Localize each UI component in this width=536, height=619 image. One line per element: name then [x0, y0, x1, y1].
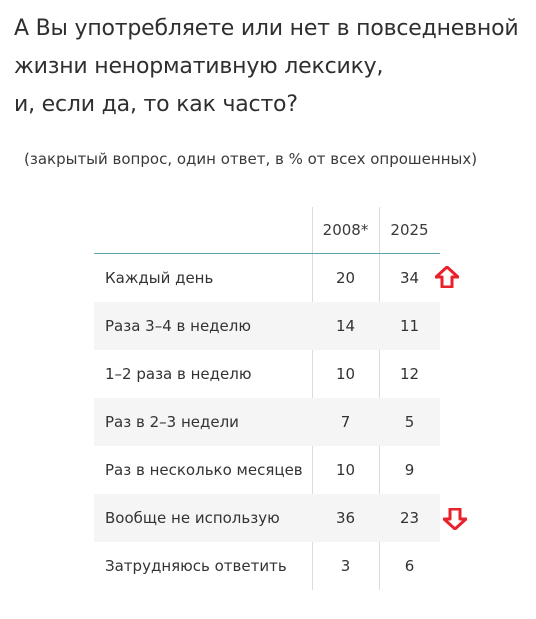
title-line-3: и, если да, то как часто? [14, 92, 298, 117]
value-2008: 3 [340, 557, 351, 575]
value-2008: 7 [340, 413, 351, 431]
row-label: 1–2 раза в неделю [105, 365, 252, 383]
table-row: Раза 3–4 в неделю 14 11 [94, 302, 440, 350]
page-title: А Вы употребляете или нет в повседневной… [14, 10, 529, 124]
row-label: Раз в несколько месяцев [105, 461, 303, 479]
value-2008: 10 [335, 365, 356, 383]
title-line-1: А Вы употребляете или нет в повседневной [14, 16, 519, 41]
arrow-up-icon [435, 266, 459, 288]
value-2025: 34 [399, 269, 420, 287]
value-2008: 36 [335, 509, 356, 527]
table-row: Раз в несколько месяцев 10 9 [94, 446, 440, 494]
value-2008: 10 [335, 461, 356, 479]
value-2025: 6 [404, 557, 415, 575]
table-row: 1–2 раза в неделю 10 12 [94, 350, 440, 398]
value-2025: 5 [404, 413, 415, 431]
survey-table: 2008* 2025 Каждый день 20 34 Раза 3–4 в … [94, 207, 440, 590]
title-line-2: жизни ненормативную лексику, [14, 54, 384, 79]
row-label: Раза 3–4 в неделю [105, 317, 251, 335]
column-header-2025: 2025 [390, 221, 429, 239]
value-2025: 11 [399, 317, 420, 335]
value-2008: 14 [335, 317, 356, 335]
arrow-down-icon [443, 508, 467, 530]
value-2025: 9 [404, 461, 415, 479]
table-header-row: 2008* 2025 [94, 207, 440, 254]
value-2025: 12 [399, 365, 420, 383]
column-header-2008: 2008* [322, 221, 369, 239]
table-row: Затрудняюсь ответить 3 6 [94, 542, 440, 590]
value-2025: 23 [399, 509, 420, 527]
table-row: Каждый день 20 34 [94, 254, 440, 302]
row-label: Вообще не использую [105, 509, 280, 527]
row-label: Раз в 2–3 недели [105, 413, 239, 431]
value-2008: 20 [335, 269, 356, 287]
row-label: Затрудняюсь ответить [105, 557, 287, 575]
table-row: Вообще не использую 36 23 [94, 494, 440, 542]
row-label: Каждый день [105, 269, 214, 287]
table-row: Раз в 2–3 недели 7 5 [94, 398, 440, 446]
subtitle: (закрытый вопрос, один ответ, в % от все… [24, 150, 478, 168]
